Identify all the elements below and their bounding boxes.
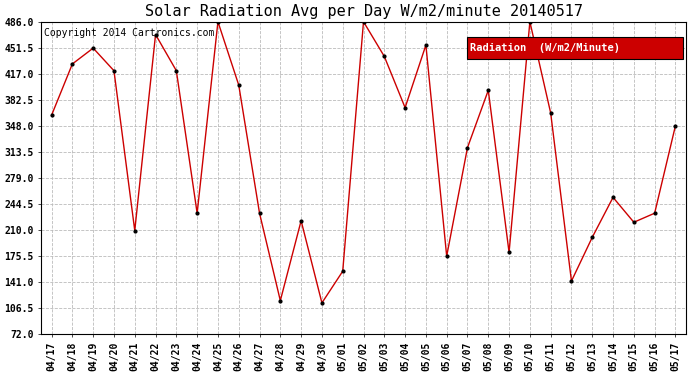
FancyBboxPatch shape (466, 38, 682, 59)
Text: Copyright 2014 Cartronics.com: Copyright 2014 Cartronics.com (44, 28, 215, 38)
Text: Radiation  (W/m2/Minute): Radiation (W/m2/Minute) (470, 43, 620, 53)
Title: Solar Radiation Avg per Day W/m2/minute 20140517: Solar Radiation Avg per Day W/m2/minute … (144, 4, 582, 19)
